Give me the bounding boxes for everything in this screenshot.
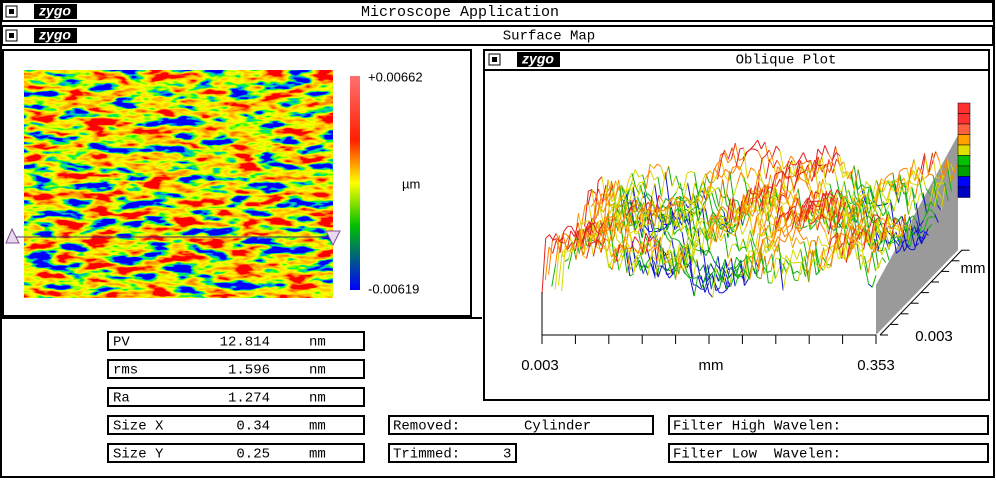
- profile-end-marker[interactable]: [325, 230, 341, 247]
- x-start-label: 0.003: [521, 357, 559, 374]
- z-scale-band: [957, 144, 971, 156]
- logo: zygo: [38, 3, 71, 19]
- y-unit-label: mm: [961, 260, 986, 277]
- stat-unit: mm: [309, 419, 326, 435]
- filter-high: Filter High Wavelen:: [673, 419, 841, 435]
- mesh-line: [594, 184, 774, 202]
- trimmed-box: [388, 443, 517, 463]
- stat-box: [107, 359, 365, 379]
- filter-high-box: [668, 415, 989, 435]
- z-scale-band: [957, 176, 971, 188]
- icon-dot: [492, 57, 497, 62]
- mesh-line: [671, 250, 877, 297]
- logo-box: [34, 28, 77, 43]
- mesh-line: [589, 234, 880, 280]
- surface-map-image: [24, 70, 333, 298]
- stat-value: 12.814: [220, 335, 270, 351]
- mesh-line: [563, 229, 862, 280]
- mesh-line: [720, 145, 933, 182]
- stat-box: [107, 331, 365, 351]
- trimmed-label: Trimmed:: [393, 447, 460, 463]
- z-scale-band: [957, 102, 971, 114]
- x-unit-label: mm: [699, 357, 724, 374]
- mesh-line: [587, 182, 760, 213]
- mesh-line: [784, 152, 834, 178]
- stat-box: [107, 415, 365, 435]
- stat-box: [107, 387, 365, 407]
- stat-box: [107, 443, 365, 463]
- plot-side-wall: [876, 135, 958, 335]
- panel-title: Surface Map: [503, 29, 595, 45]
- trimmed-value: 3: [503, 447, 511, 463]
- z-scale-band: [957, 155, 971, 167]
- scale-min: -0.00619: [368, 281, 419, 296]
- stat-value: 0.34: [236, 419, 270, 435]
- logo: zygo: [38, 27, 71, 43]
- logo-box: [517, 52, 560, 67]
- mesh-line: [582, 241, 866, 298]
- z-scale-band: [957, 165, 971, 177]
- title-bar: [1, 1, 994, 22]
- icon-dot: [9, 33, 14, 38]
- window-title: Microscope Application: [361, 4, 559, 21]
- stat-unit: nm: [309, 335, 326, 351]
- stat-value: 1.274: [228, 391, 270, 407]
- stat-unit: mm: [309, 447, 326, 463]
- z-scale-band: [957, 123, 971, 135]
- z-scale-band: [957, 113, 971, 125]
- stat-label: Size X: [113, 419, 164, 435]
- scale-max: +0.00662: [368, 69, 423, 84]
- stat-label: Ra: [113, 391, 130, 407]
- statistics: PV 12.814 nm rms 1.596 nm Ra 1.274 nm Size X 0.34 m…: [107, 331, 365, 463]
- y-start-label: 0.003: [915, 328, 953, 345]
- mesh-line: [778, 171, 799, 203]
- scale-unit: µm: [402, 176, 420, 191]
- z-color-scale: [957, 102, 971, 198]
- logo-box: [34, 4, 77, 19]
- x-end-label: 0.353: [857, 357, 895, 374]
- filter-low: Filter Low Wavelen:: [673, 447, 841, 463]
- profile-start-marker[interactable]: [5, 227, 20, 244]
- stat-label: PV: [113, 335, 130, 351]
- mesh-line: [776, 211, 882, 230]
- panel-bar: [1, 25, 994, 46]
- stat-label: rms: [113, 363, 138, 379]
- z-scale-band: [957, 134, 971, 146]
- mesh-line: [609, 204, 896, 239]
- filter-low-box: [668, 443, 989, 463]
- mesh-line: [626, 193, 847, 230]
- stat-value: 1.596: [228, 363, 270, 379]
- removed-box: [388, 415, 654, 435]
- logo: zygo: [521, 51, 554, 67]
- surface-mesh: [541, 139, 959, 298]
- oblique-title: Oblique Plot: [736, 53, 837, 69]
- mesh-line: [541, 229, 854, 295]
- removed-label: Removed:: [393, 419, 460, 435]
- stat-value: 0.25: [236, 447, 270, 463]
- mesh-line: [689, 257, 873, 298]
- stat-unit: nm: [309, 363, 326, 379]
- removed-value: Cylinder: [524, 419, 591, 435]
- mesh-line: [795, 159, 823, 175]
- stat-label: Size Y: [113, 447, 164, 463]
- icon-dot: [9, 9, 14, 14]
- axis-ticks: [541, 249, 970, 344]
- color-scale: [350, 76, 360, 290]
- z-scale-band: [957, 186, 971, 198]
- mesh-line: [620, 167, 952, 208]
- stat-unit: nm: [309, 391, 326, 407]
